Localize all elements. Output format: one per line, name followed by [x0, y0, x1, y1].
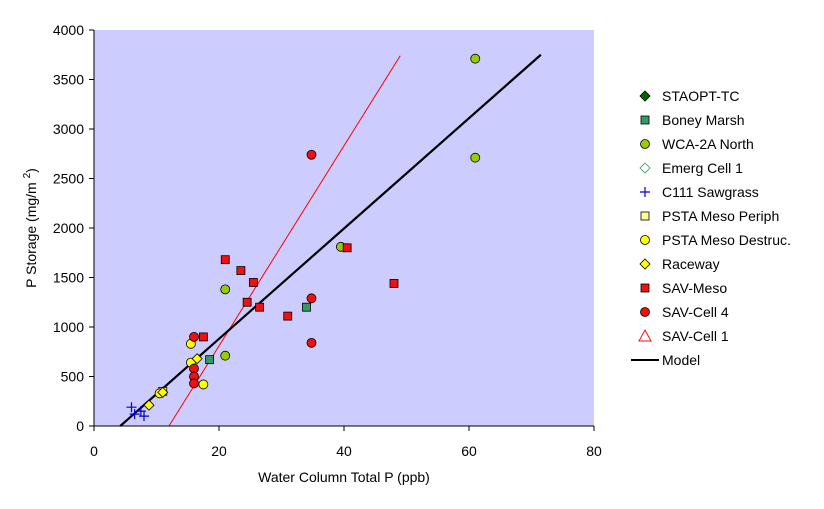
x-tick-label: 0 [90, 443, 98, 459]
legend-item-emerg-cell-1: Emerg Cell 1 [639, 160, 743, 176]
y-axis-title: P Storage (mg/m 2) [22, 168, 39, 288]
legend-marker-boney-marsh [640, 115, 650, 125]
legend-label: Emerg Cell 1 [662, 160, 743, 176]
y-tick-label: 3000 [53, 121, 84, 137]
y-axis-title-close: ) [23, 168, 39, 173]
data-point-sav-meso [220, 255, 230, 265]
data-point-wca-2a-north [220, 350, 231, 361]
y-axis-title-superscript: 2 [22, 172, 33, 178]
data-point-raceway [157, 386, 169, 398]
data-point-sav-meso [255, 302, 265, 312]
legend-marker-emerg-cell-1 [639, 162, 651, 174]
y-tick-label: 2000 [53, 220, 84, 236]
y-tick-label: 2500 [53, 171, 84, 187]
data-point-sav-cell-4 [189, 331, 199, 342]
legend-marker-staopt-tc [639, 90, 651, 102]
legend-marker-raceway [639, 258, 651, 270]
data-point-boney-marsh [205, 355, 215, 365]
data-point-sav-meso [236, 266, 246, 275]
data-point-wca-2a-north [470, 152, 481, 163]
legend-item-sav-cell-4: SAV-Cell 4 [640, 304, 729, 320]
ticks: 0 20 40 60 80 0 500 1000 1500 2000 2500 3000 3500 400… [53, 22, 602, 459]
data-point-sav-meso [389, 279, 399, 288]
data-point-sav-cell-4 [189, 378, 199, 389]
data-point-sav-meso [342, 243, 352, 253]
legend-item-sav-meso: SAV-Meso [640, 280, 727, 296]
data-point-c111-sawgrass [126, 402, 137, 413]
data-point-sav-meso [242, 297, 252, 307]
legend-item-raceway: Raceway [639, 256, 720, 272]
x-tick-label: 20 [211, 443, 227, 459]
legend-label: SAV-Cell 4 [662, 304, 729, 320]
y-tick-label: 1500 [53, 270, 84, 286]
data-point-sav-meso [283, 311, 293, 321]
trend-line [168, 55, 401, 427]
legend-label: Boney Marsh [662, 112, 744, 128]
data-point-c111-sawgrass [139, 411, 149, 422]
legend-label: PSTA Meso Periph [662, 208, 779, 224]
data-point-wca-2a-north [470, 53, 481, 64]
data-point-sav-cell-4 [306, 337, 317, 348]
legend-marker-c111-sawgrass [640, 187, 650, 197]
legend-item-psta-meso-periph: PSTA Meso Periph [640, 208, 779, 224]
legend-label: PSTA Meso Destruc. [662, 232, 791, 248]
legend-marker-wca-2a-north [640, 139, 650, 149]
y-tick-label: 3500 [53, 72, 84, 88]
legend-label: SAV-Meso [662, 280, 727, 296]
data-point-sav-cell-4 [306, 149, 317, 160]
data-point-psta-meso-destruc [198, 379, 209, 390]
legend-marker-psta-meso-periph [640, 211, 650, 221]
legend-label: SAV-Cell 1 [662, 328, 729, 344]
data-point-sav-meso [198, 332, 208, 342]
trend-lines [168, 55, 401, 427]
data-point-sav-meso [248, 278, 258, 287]
data-point-sav-cell-4 [306, 293, 317, 304]
legend-item-model: Model [631, 352, 700, 368]
legend-item-boney-marsh: Boney Marsh [640, 112, 744, 128]
legend-marker-sav-cell-1 [638, 328, 652, 342]
legend-item-c111-sawgrass: C111 Sawgrass [640, 184, 759, 200]
legend-label: WCA-2A North [662, 136, 754, 152]
y-axis-title-main: P Storage (mg/m [23, 178, 39, 287]
legend-item-psta-meso-destruc: PSTA Meso Destruc. [640, 232, 791, 248]
y-tick-label: 0 [76, 418, 84, 434]
legend-item-staopt-tc: STAOPT-TC [639, 88, 740, 104]
legend-label: Model [662, 352, 700, 368]
x-tick-label: 80 [586, 443, 602, 459]
data-point-c111-sawgrass [129, 409, 140, 420]
x-tick-label: 40 [336, 443, 352, 459]
legend: STAOPT-TC Boney Marsh WCA-2A North Emerg Ce… [631, 88, 791, 368]
data-points [126, 53, 481, 422]
data-point-wca-2a-north [220, 284, 231, 295]
legend-marker-psta-meso-destruc [640, 235, 650, 245]
x-tick-label: 60 [461, 443, 477, 459]
data-point-raceway [191, 353, 203, 365]
legend-label: STAOPT-TC [662, 88, 740, 104]
legend-marker-sav-cell-4 [640, 307, 650, 317]
legend-label: Raceway [662, 256, 720, 272]
x-axis-title: Water Column Total P (ppb) [258, 469, 430, 485]
legend-label: C111 Sawgrass [662, 184, 759, 200]
y-tick-label: 500 [61, 369, 85, 385]
data-point-raceway [143, 399, 155, 411]
data-point-boney-marsh [302, 302, 311, 312]
legend-item-sav-cell-1: SAV-Cell 1 [638, 328, 729, 344]
legend-marker-sav-meso [640, 283, 650, 293]
legend-item-wca-2a-north: WCA-2A North [640, 136, 754, 152]
y-tick-label: 4000 [53, 22, 84, 38]
y-tick-label: 1000 [53, 319, 84, 335]
